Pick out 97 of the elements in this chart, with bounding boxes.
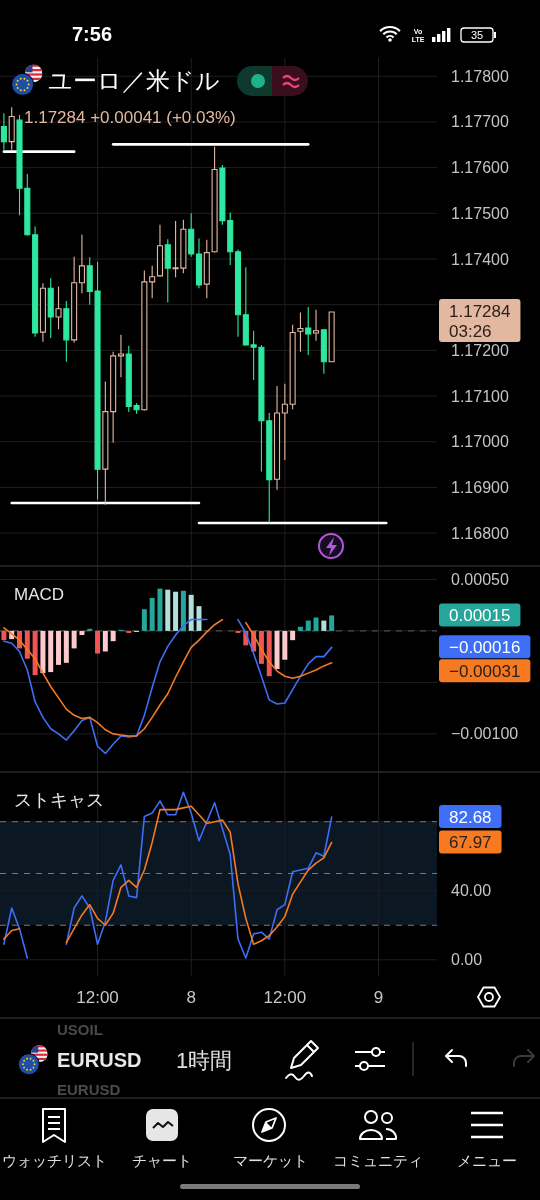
bar: [40, 630, 46, 674]
y-tick-label: 1.17800: [451, 67, 509, 85]
bar: [329, 615, 335, 631]
text: EURUSD: [57, 1049, 142, 1071]
candlestick: [203, 239, 210, 299]
candlestick: [195, 237, 203, 289]
bar: [297, 626, 303, 631]
candlestick: [164, 238, 171, 303]
bar: [95, 630, 101, 654]
bar: [48, 630, 54, 673]
bar: [102, 630, 108, 652]
candlestick: [328, 310, 335, 363]
y-tick-label: 1.17600: [451, 159, 509, 177]
candlestick: [71, 256, 78, 344]
candlestick: [8, 106, 15, 151]
text: USOIL: [57, 1020, 103, 1038]
text: チャート: [132, 1151, 192, 1169]
bar: [63, 630, 69, 663]
bar: [305, 620, 311, 631]
chart-title: ユーロ／米ドル: [48, 66, 220, 94]
y-tick-label: 0.00050: [451, 570, 509, 588]
candlestick: [305, 306, 312, 356]
candlestick: [273, 385, 281, 491]
bar: [266, 630, 272, 677]
text: EURUSD: [57, 1080, 121, 1098]
candlestick: [320, 329, 327, 375]
candlestick: [297, 311, 304, 353]
bar: [157, 588, 163, 631]
y-tick-label: 1.17200: [451, 341, 509, 359]
text: メニュー: [457, 1151, 517, 1169]
candlestick: [234, 248, 242, 338]
candlestick: [63, 300, 70, 363]
candlestick: [110, 351, 117, 444]
text: 82.68: [449, 807, 492, 827]
bar: [24, 630, 30, 659]
text: 0.00015: [449, 605, 511, 625]
bar: [290, 630, 296, 641]
y-tick-label: 1.17100: [451, 387, 509, 405]
bar: [32, 630, 38, 676]
text: −0.00016: [449, 637, 521, 657]
text: 1.17284 03:26: [449, 301, 511, 341]
x-tick-label: 8: [186, 987, 196, 1007]
y-tick-label: 1.16900: [451, 478, 509, 496]
y-tick-label: 1.17000: [451, 433, 509, 451]
candlestick: [102, 380, 109, 506]
candlestick: [117, 334, 124, 378]
text: マーケット: [232, 1151, 308, 1169]
bar: [79, 630, 85, 636]
text: ウォッチリスト: [1, 1151, 107, 1169]
y-tick-label: 1.17400: [451, 250, 509, 268]
bar: [165, 589, 171, 631]
text: 67.97: [449, 832, 492, 852]
candlestick: [211, 146, 218, 254]
bar: [321, 620, 327, 631]
y-tick-label: 0.00: [451, 951, 483, 969]
bar: [1, 630, 7, 641]
bar: [56, 630, 62, 665]
x-tick-label: 9: [373, 987, 384, 1007]
bar: [87, 628, 93, 631]
y-tick-label: −0.00100: [451, 725, 519, 743]
bar: [188, 594, 194, 631]
bar: [235, 630, 241, 633]
y-tick-label: 1.17700: [451, 113, 509, 131]
text: 1時間: [176, 1047, 233, 1073]
bar: [71, 630, 77, 649]
text: 7:56: [71, 23, 113, 45]
candlestick: [32, 226, 39, 338]
text: −0.00031: [449, 661, 521, 681]
y-tick-label: 1.17500: [451, 204, 509, 222]
bar: [141, 609, 147, 631]
candlestick: [313, 309, 320, 342]
candlestick: [55, 285, 62, 330]
text: ストキャス: [14, 790, 104, 810]
bar: [196, 606, 202, 631]
candlestick: [188, 212, 195, 258]
candlestick: [156, 224, 164, 278]
bar: [110, 630, 116, 642]
bar: [313, 617, 319, 631]
y-tick-label: 40.00: [451, 882, 492, 900]
candlestick: [47, 277, 54, 339]
x-tick-label: 12:00: [263, 987, 307, 1007]
candlestick: [78, 234, 85, 294]
bar: [274, 630, 280, 669]
bar: [173, 591, 179, 631]
x-tick-label: 12:00: [76, 987, 119, 1007]
candlestick: [39, 282, 46, 343]
y-tick-label: 1.16800: [451, 524, 509, 542]
text: 1.17284 +0.00041 (+0.03%): [24, 107, 236, 127]
candlestick: [0, 112, 7, 151]
bar: [126, 630, 132, 633]
text: 35: [470, 29, 484, 41]
bar: [149, 597, 155, 631]
bar: [282, 630, 288, 660]
bar: [258, 630, 264, 664]
bar: [180, 590, 186, 631]
text: コミュニティ: [333, 1151, 423, 1169]
text: MACD: [14, 584, 65, 604]
